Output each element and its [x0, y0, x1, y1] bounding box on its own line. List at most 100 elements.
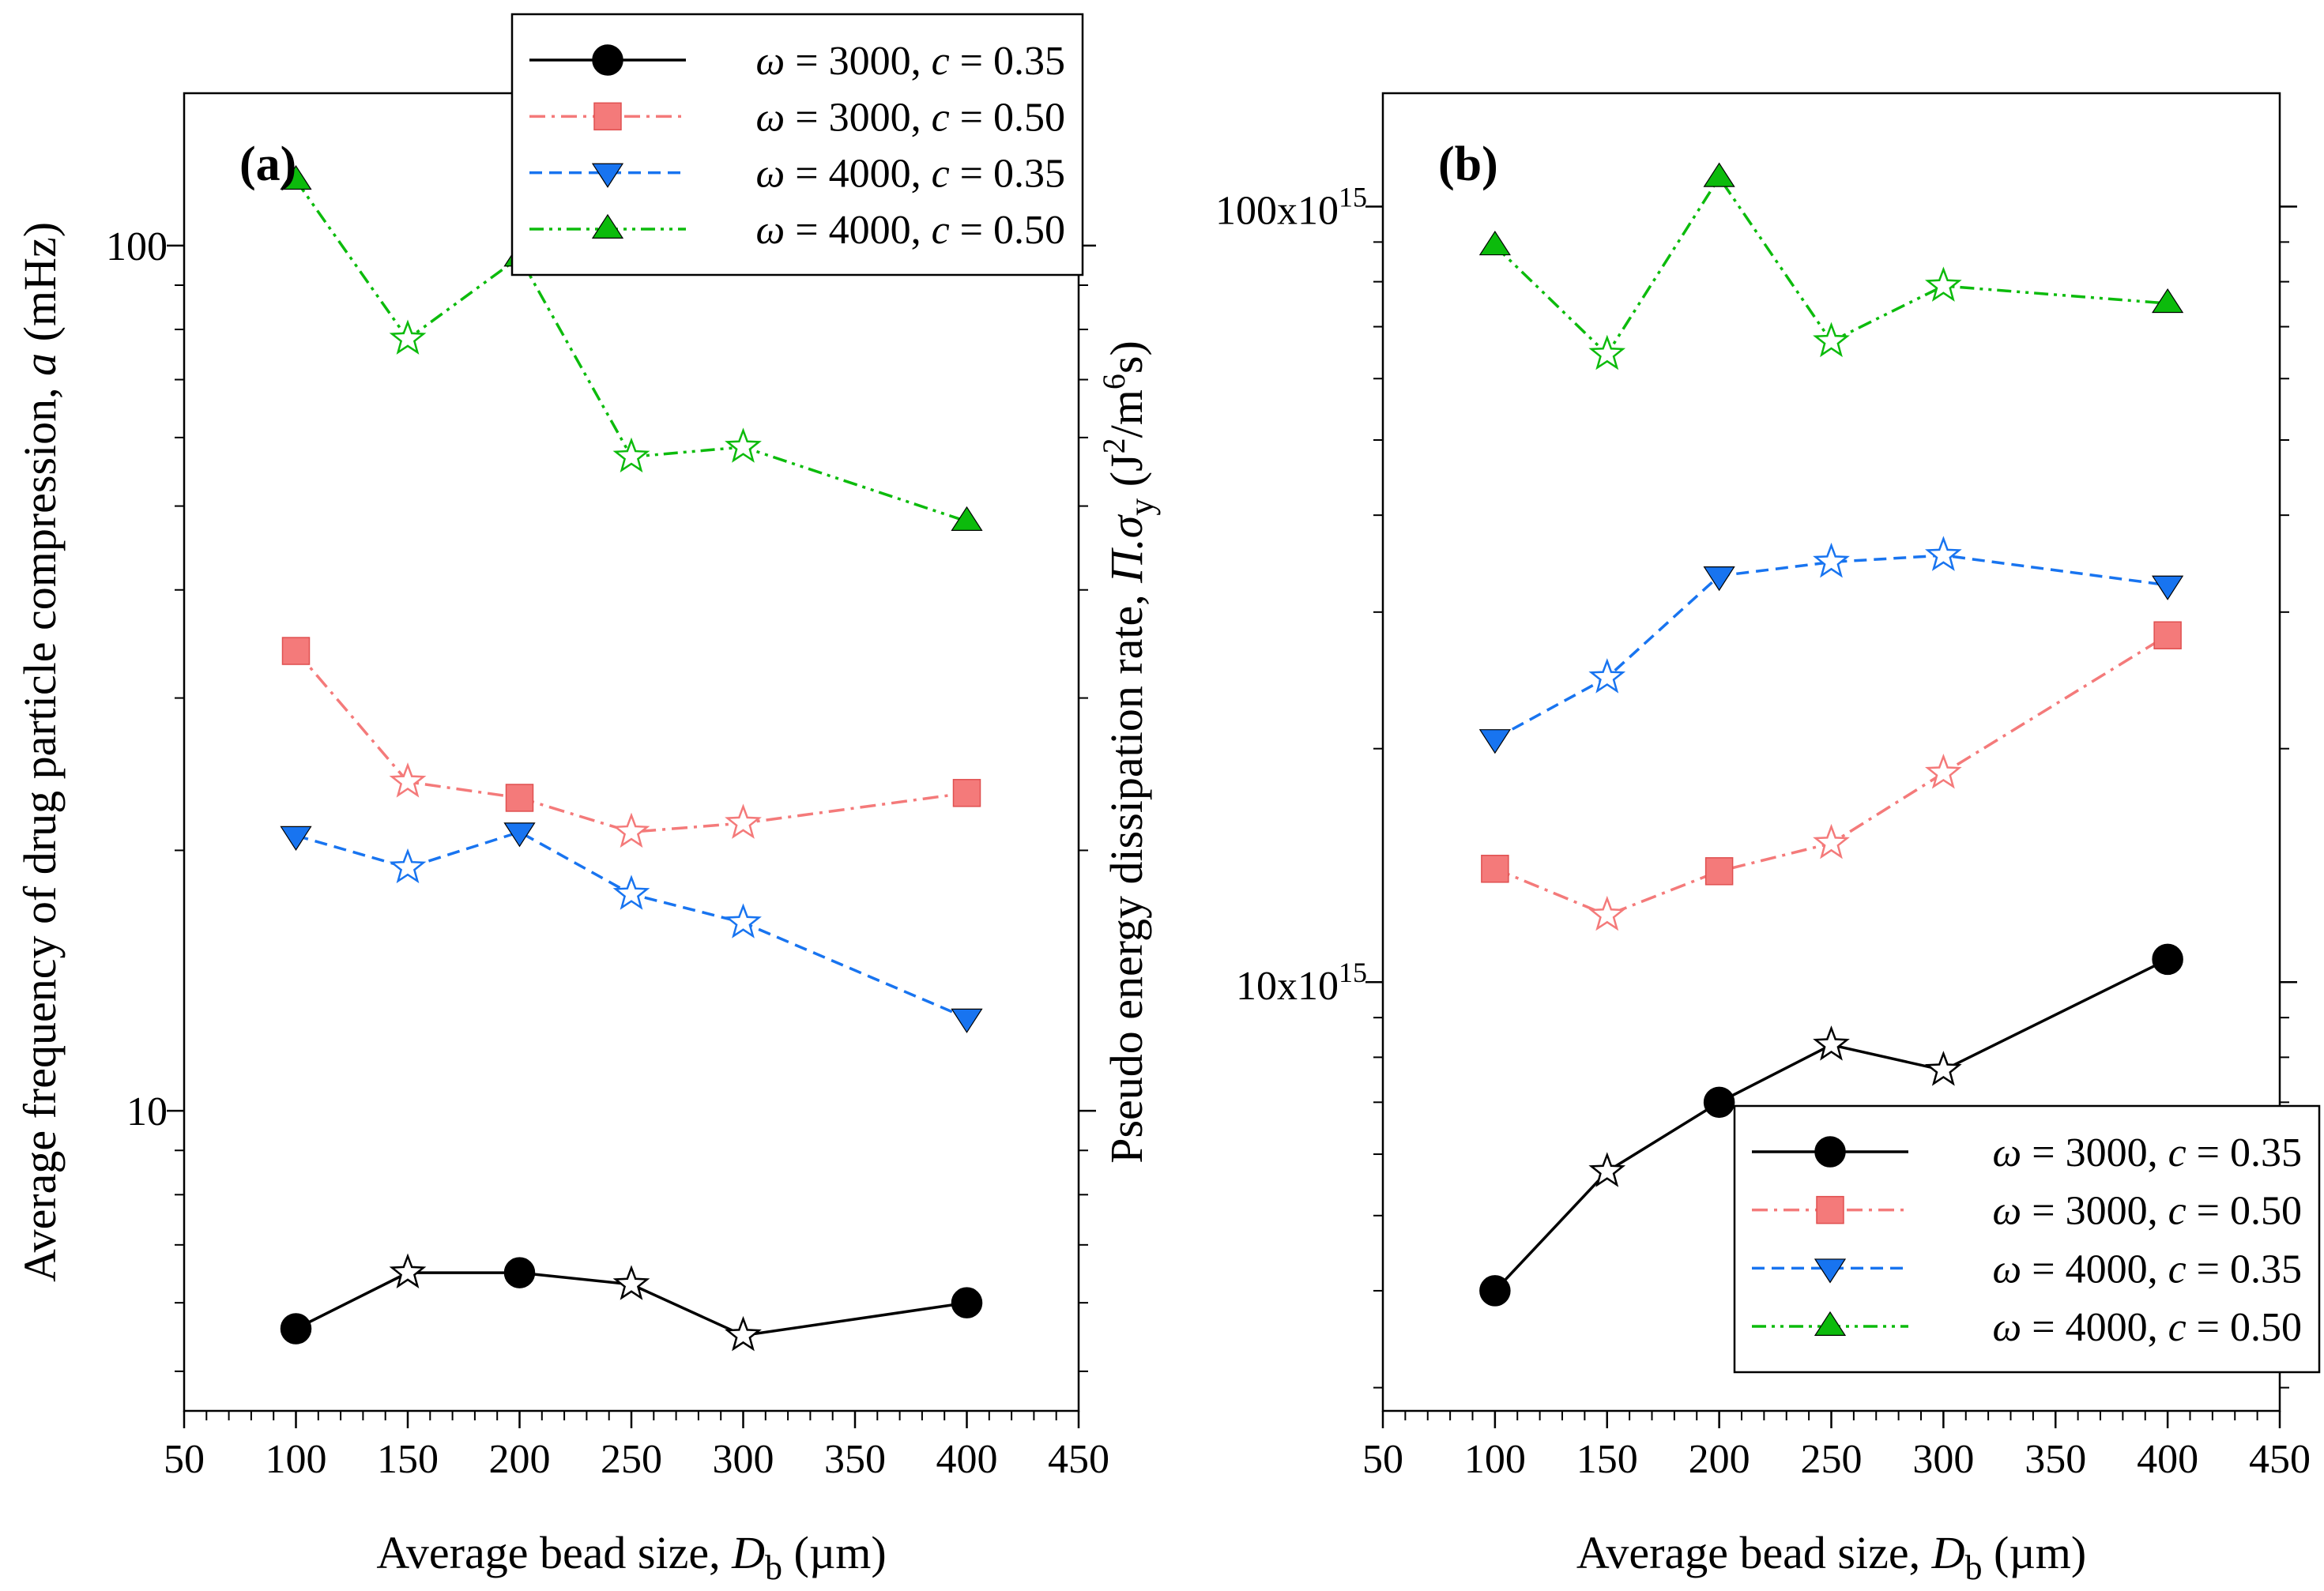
- data-point: [505, 784, 534, 812]
- legend-omega-value: = 4000,: [785, 152, 931, 197]
- data-point-star: [1588, 658, 1626, 694]
- data-point: [952, 779, 981, 807]
- series-4: [280, 164, 983, 532]
- x-axis-label-var: D: [731, 1527, 765, 1578]
- legend-entry: ω = 3000, c = 0.50: [1993, 1189, 2302, 1234]
- y-tick-label: 100x1015: [1215, 181, 1367, 233]
- data-point-star: [389, 762, 427, 798]
- data-point: [281, 637, 311, 665]
- data-point: [1481, 855, 1509, 883]
- series-4: [1478, 162, 2184, 370]
- legend-omega-value: = 3000,: [2021, 1189, 2168, 1234]
- x-tick-label: 50: [1362, 1437, 1403, 1482]
- data-point: [1703, 566, 1735, 592]
- data-point: [503, 1257, 536, 1288]
- x-tick-label: 100: [1464, 1437, 1526, 1482]
- data-point-star: [612, 874, 650, 910]
- x-tick-label: 450: [1048, 1437, 1109, 1482]
- x-axis-label-unit: (µm): [1983, 1527, 2087, 1578]
- data-point: [1704, 857, 1734, 886]
- legend-omega-value: = 3000,: [2021, 1130, 2168, 1175]
- y-axis-label-var: Π.σ: [1101, 513, 1152, 583]
- x-tick-label: 400: [936, 1437, 998, 1482]
- legend-omega-symbol: ω: [756, 95, 785, 140]
- data-point-star: [1813, 542, 1850, 578]
- legend-omega-value: = 4000,: [785, 208, 931, 253]
- legend-omega-symbol: ω: [1993, 1130, 2022, 1175]
- legend-c-value: = 0.35: [2187, 1247, 2302, 1292]
- data-point-star: [1588, 334, 1626, 370]
- y-axis-label: Pseudo energy dissipation rate, Π.σy (J2…: [1096, 340, 1161, 1164]
- series-line: [295, 1271, 967, 1337]
- data-point: [503, 822, 536, 848]
- legend-c-symbol: c: [2168, 1305, 2187, 1350]
- y-axis-label-unit: /m: [1101, 389, 1152, 438]
- data-point: [951, 1008, 983, 1033]
- data-point: [280, 164, 312, 190]
- data-point-star: [389, 848, 427, 884]
- legend-omega-value: = 3000,: [785, 95, 931, 140]
- data-point: [1479, 1275, 1511, 1307]
- data-point-star: [612, 437, 650, 473]
- legend-marker: [591, 213, 624, 239]
- legend-entry: ω = 3000, c = 0.50: [756, 95, 1065, 140]
- y-axis-label-text: Average frequency of drug particle compr…: [14, 376, 66, 1282]
- legend-entry: ω = 4000, c = 0.35: [1993, 1247, 2302, 1292]
- series-line: [1493, 957, 2168, 1292]
- legend-omega-symbol: ω: [1993, 1247, 2022, 1292]
- legend-entry: ω = 4000, c = 0.50: [1993, 1305, 2302, 1350]
- legend-omega-value: = 4000,: [2021, 1305, 2168, 1350]
- x-tick-label: 350: [824, 1437, 886, 1482]
- x-tick-label: 300: [713, 1437, 774, 1482]
- y-tick-label: 10x1015: [1236, 957, 1367, 1009]
- legend-c-value: = 0.50: [950, 95, 1065, 140]
- x-tick-label: 150: [1576, 1437, 1638, 1482]
- legend-marker: [1814, 1311, 1847, 1336]
- data-point: [951, 506, 983, 532]
- x-tick-label: 250: [1801, 1437, 1863, 1482]
- series-3: [280, 822, 983, 1033]
- legend-c-value: = 0.50: [950, 208, 1065, 253]
- panel-label: (a): [239, 137, 296, 191]
- series-line: [296, 830, 968, 1020]
- series-2: [1481, 621, 2182, 931]
- series-1: [1479, 943, 2183, 1307]
- legend-omega-symbol: ω: [756, 39, 785, 84]
- x-tick-label: 400: [2137, 1437, 2198, 1482]
- data-point-star: [1813, 823, 1850, 859]
- data-point-star: [612, 1265, 650, 1300]
- series-line: [1493, 175, 2168, 357]
- y-axis-label: Average frequency of drug particle compr…: [14, 222, 66, 1282]
- data-point: [2152, 943, 2183, 976]
- data-point-star: [389, 319, 427, 355]
- x-tick-label: 450: [2249, 1437, 2311, 1482]
- legend-entry: ω = 4000, c = 0.50: [756, 208, 1065, 253]
- data-point-star: [612, 812, 650, 848]
- series-1: [280, 1253, 983, 1352]
- legend-marker: [591, 163, 624, 188]
- chart-panel-b: 50 100 150 200 250 300 350 400 45010x1015100x101…: [1096, 92, 2321, 1587]
- series-2: [281, 637, 981, 848]
- legend-entry: ω = 3000, c = 0.35: [756, 39, 1065, 84]
- legend: ω = 3000, c = 0.35ω = 3000, c = 0.50ω = …: [510, 13, 1084, 276]
- x-tick-label: 250: [601, 1437, 662, 1482]
- chart-panel-a: 50 100 150 200 250 300 350 400 450 10 100 (a) ω = 30…: [14, 13, 1109, 1587]
- x-axis-label-sub: b: [765, 1548, 782, 1587]
- legend-c-value: = 0.50: [2187, 1189, 2302, 1234]
- data-point: [2152, 575, 2184, 600]
- data-point-star: [1813, 1025, 1850, 1061]
- data-point: [280, 1313, 312, 1345]
- y-axis-label-sub: y: [1122, 498, 1161, 516]
- x-tick-label: 150: [377, 1437, 439, 1482]
- data-point-star: [725, 903, 762, 938]
- x-axis-label-sub: b: [1965, 1548, 1983, 1587]
- legend-omega-value: = 4000,: [2021, 1247, 2168, 1292]
- legend-c-symbol: c: [932, 95, 950, 140]
- legend-entry: ω = 3000, c = 0.35: [1993, 1130, 2302, 1175]
- data-point-star: [725, 1315, 762, 1352]
- series-3: [1478, 536, 2184, 754]
- legend-omega-value: = 3000,: [785, 39, 931, 84]
- y-axis-label-sup: 6: [1096, 374, 1132, 389]
- x-tick-label: 350: [2025, 1437, 2086, 1482]
